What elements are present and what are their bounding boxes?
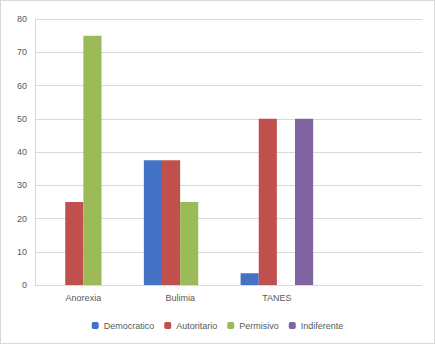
svg-text:Anorexia: Anorexia <box>66 293 102 303</box>
svg-text:50: 50 <box>17 114 27 124</box>
svg-text:Bulimia: Bulimia <box>165 293 195 303</box>
svg-text:TANES: TANES <box>262 293 291 303</box>
svg-text:Autoritario: Autoritario <box>176 321 217 331</box>
svg-text:Permisivo: Permisivo <box>239 321 279 331</box>
svg-text:10: 10 <box>17 247 27 257</box>
svg-text:60: 60 <box>17 81 27 91</box>
svg-text:0: 0 <box>22 280 27 290</box>
svg-text:30: 30 <box>17 180 27 190</box>
svg-text:Democratico: Democratico <box>104 321 155 331</box>
svg-text:20: 20 <box>17 214 27 224</box>
svg-text:70: 70 <box>17 47 27 57</box>
svg-text:40: 40 <box>17 147 27 157</box>
svg-text:80: 80 <box>17 14 27 24</box>
svg-text:Indiferente: Indiferente <box>301 321 344 331</box>
